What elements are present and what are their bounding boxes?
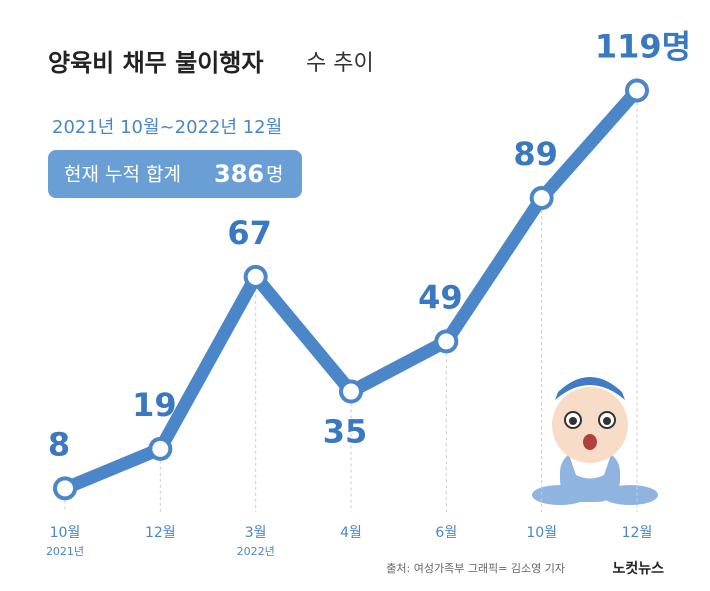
value-label: 19: [132, 386, 177, 424]
x-tick-label: 6월: [435, 525, 457, 541]
data-point: [434, 329, 459, 354]
value-label: 119명: [595, 28, 691, 66]
x-tick-label: 12월: [145, 525, 176, 541]
summary-box: [48, 150, 302, 198]
subtitle: 2021년 10월~2022년 12월: [52, 117, 282, 138]
data-point: [53, 476, 77, 501]
source: 출처: 여성가족부 그래픽= 김소영 기자: [386, 562, 565, 575]
data-point: [243, 264, 268, 289]
data-point: [148, 436, 173, 461]
value-label: 8: [48, 425, 70, 463]
summary-value: 386: [214, 160, 264, 188]
x-year-label: 2022년: [237, 545, 275, 558]
summary-text: 현재 누적 합계: [64, 164, 181, 186]
x-tick-label: 10월: [526, 525, 557, 541]
x-year-label: 2021년: [46, 545, 84, 558]
summary-unit: 명: [266, 164, 283, 186]
value-label: 67: [227, 214, 272, 252]
x-tick-label: 12월: [622, 525, 653, 541]
data-point: [339, 379, 363, 404]
data-point: [625, 78, 649, 103]
value-label: 89: [513, 135, 558, 173]
x-tick-label: 10월: [50, 525, 81, 541]
value-label: 49: [418, 278, 463, 316]
logo: 노컷뉴스: [612, 560, 664, 577]
x-tick-label: 4월: [340, 525, 362, 541]
baby-illustration: [532, 377, 658, 505]
x-tick-label: 3월: [245, 525, 267, 541]
chart-title-suffix: 수 추이: [306, 51, 374, 76]
data-point: [529, 186, 554, 211]
value-label: 35: [323, 413, 368, 451]
chart-title: 양육비 채무 불이행자: [48, 49, 263, 77]
